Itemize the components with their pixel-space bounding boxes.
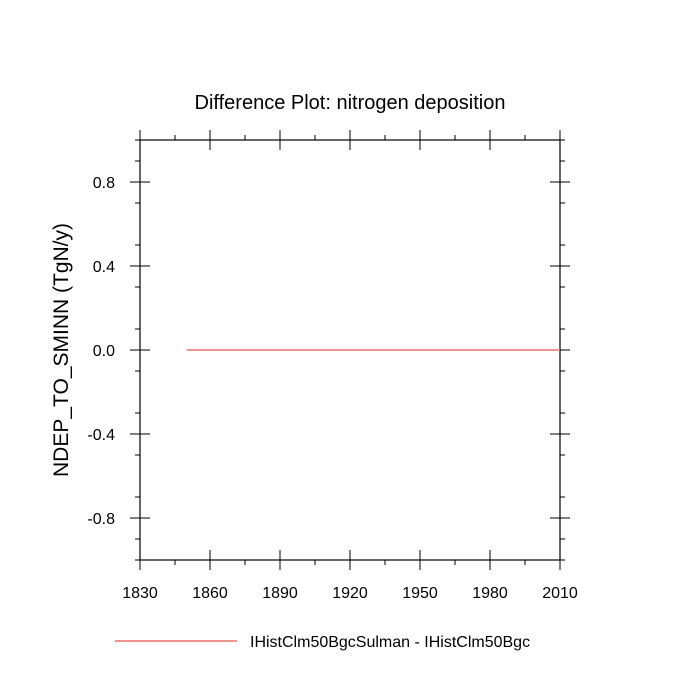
x-tick-label: 1830 bbox=[122, 585, 158, 602]
y-axis-label: NDEP_TO_SMINN (TgN/y) bbox=[50, 223, 73, 477]
legend: IHistClm50BgcSulman - IHistClm50Bgc bbox=[115, 634, 530, 651]
x-tick-label: 1980 bbox=[472, 585, 508, 602]
y-tick-label: 0.8 bbox=[93, 175, 115, 192]
legend-label: IHistClm50BgcSulman - IHistClm50Bgc bbox=[250, 634, 530, 651]
y-tick-label: 0.4 bbox=[93, 259, 115, 276]
axis-tick-labels: 1830 1860 1890 1920 1950 1980 2010 0.8 0.4 0.0 -0.… bbox=[87, 175, 577, 602]
axis-ticks bbox=[130, 130, 570, 570]
x-tick-label: 2010 bbox=[542, 585, 578, 602]
x-tick-label: 1950 bbox=[402, 585, 438, 602]
y-tick-label: 0.0 bbox=[93, 343, 115, 360]
y-tick-label: -0.4 bbox=[87, 427, 115, 444]
x-tick-label: 1860 bbox=[192, 585, 228, 602]
y-tick-label: -0.8 bbox=[87, 511, 115, 528]
x-tick-label: 1890 bbox=[262, 585, 298, 602]
chart-title: Difference Plot: nitrogen deposition bbox=[195, 92, 506, 114]
x-tick-label: 1920 bbox=[332, 585, 368, 602]
